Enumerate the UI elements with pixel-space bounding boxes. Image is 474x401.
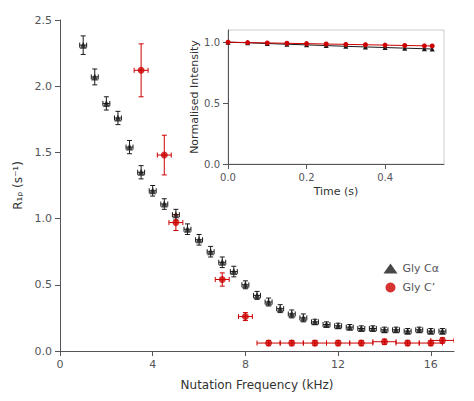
svg-text:0.5: 0.5 xyxy=(35,278,53,291)
svg-text:0.0: 0.0 xyxy=(220,172,236,183)
svg-text:0.5: 0.5 xyxy=(204,98,220,109)
svg-text:12: 12 xyxy=(331,358,345,371)
svg-text:0.0: 0.0 xyxy=(35,345,53,358)
svg-text:2.0: 2.0 xyxy=(35,80,53,93)
svg-text:Nutation Frequency (kHz): Nutation Frequency (kHz) xyxy=(181,378,334,392)
svg-text:1.0: 1.0 xyxy=(35,212,53,225)
svg-text:R₁ᵨ (s⁻¹): R₁ᵨ (s⁻¹) xyxy=(11,161,25,210)
svg-text:0.2: 0.2 xyxy=(299,172,315,183)
svg-text:Gly Cα: Gly Cα xyxy=(402,262,439,275)
svg-text:1.0: 1.0 xyxy=(204,37,220,48)
svg-text:0.4: 0.4 xyxy=(377,172,393,183)
svg-text:0.0: 0.0 xyxy=(204,159,220,170)
svg-text:16: 16 xyxy=(424,358,438,371)
svg-text:1.5: 1.5 xyxy=(35,146,53,159)
svg-text:Gly C’: Gly C’ xyxy=(402,281,435,294)
svg-text:4: 4 xyxy=(149,358,156,371)
svg-text:2.5: 2.5 xyxy=(35,14,53,27)
svg-text:0: 0 xyxy=(57,358,64,371)
svg-text:Time (s): Time (s) xyxy=(313,185,359,198)
svg-text:8: 8 xyxy=(242,358,249,371)
svg-text:Normalised Intensity: Normalised Intensity xyxy=(188,40,201,154)
